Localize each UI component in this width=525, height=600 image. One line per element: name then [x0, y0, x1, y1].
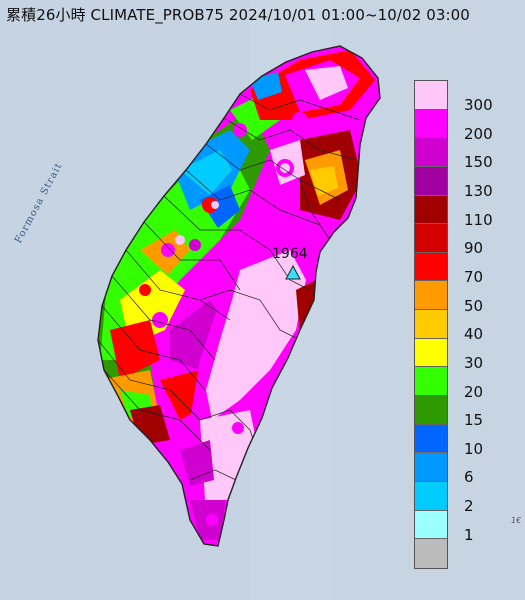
legend-swatch: [415, 109, 447, 139]
legend-swatch: [415, 281, 447, 311]
legend-label: 40: [464, 325, 484, 344]
legend-label: 90: [464, 239, 484, 258]
legend-label: 20: [464, 382, 484, 401]
legend-swatch: [415, 166, 447, 196]
legend-swatch: [415, 252, 447, 282]
legend-label: 300: [464, 96, 493, 114]
legend-label: 70: [464, 267, 484, 286]
legend-swatch: [415, 338, 447, 368]
legend-swatch: [415, 453, 447, 482]
legend-swatch: [415, 310, 447, 339]
legend-swatch: [415, 424, 447, 454]
legend-swatch: [415, 224, 447, 253]
legend-swatch: [415, 481, 447, 511]
legend-swatch: [415, 510, 447, 540]
legend-label: 15: [464, 411, 484, 430]
legend-label: 50: [464, 296, 484, 315]
legend-label: 2: [464, 497, 474, 516]
legend-swatch: [415, 396, 447, 425]
legend-swatch: [415, 539, 447, 568]
legend-label: 150: [464, 153, 493, 172]
edge-label: 1€: [511, 516, 522, 525]
legend-label: 6: [464, 468, 474, 487]
legend-swatch: [415, 138, 447, 167]
legend-swatch: [415, 195, 447, 225]
station-label: 1964: [272, 246, 308, 262]
triangle-icon: [285, 264, 301, 280]
admin-boundaries: [98, 93, 361, 481]
legend-label: 200: [464, 124, 493, 143]
legend-swatch: [415, 81, 447, 110]
legend-label: 110: [464, 210, 493, 229]
legend-label: 130: [464, 181, 493, 200]
color-legend: [414, 80, 448, 569]
legend-swatch: [415, 367, 447, 397]
map-title: 累積26小時 CLIMATE_PROB75 2024/10/01 01:00~1…: [6, 6, 470, 24]
legend-label: 10: [464, 439, 484, 458]
legend-label: 1: [464, 525, 474, 544]
legend-label: 30: [464, 353, 484, 372]
